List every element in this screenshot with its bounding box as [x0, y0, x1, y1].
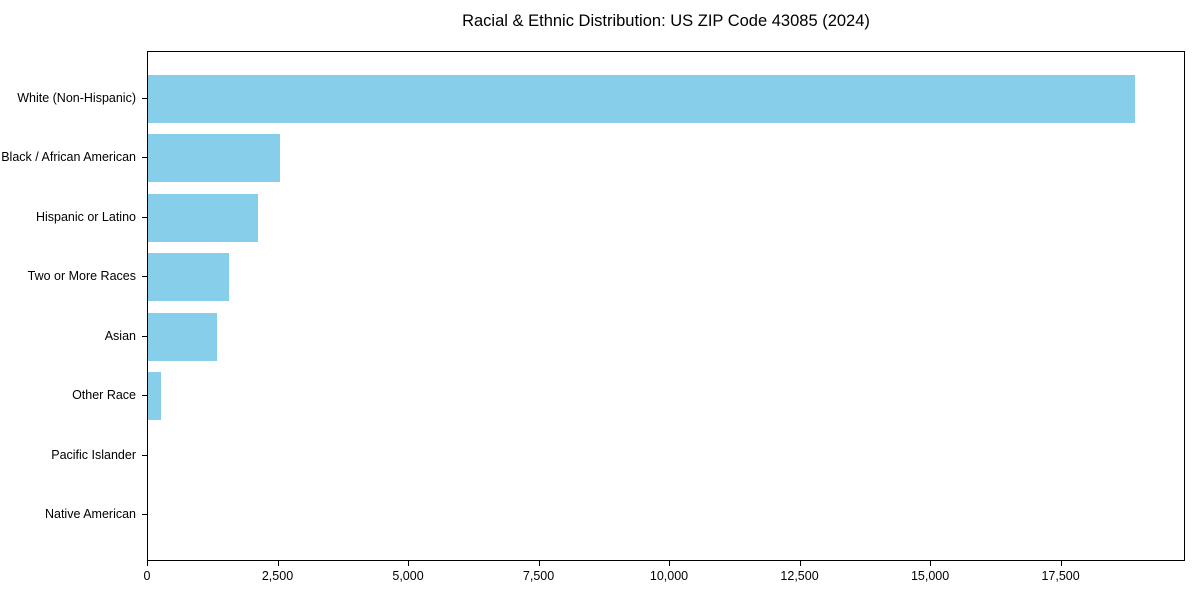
y-tick-label: Hispanic or Latino	[35, 209, 136, 224]
y-tick-label: Native American	[44, 507, 136, 521]
y-tick-mark	[142, 514, 147, 515]
y-tick-label: White (Non-Hispanic)	[17, 91, 136, 105]
y-tick-label: Two or More Races	[27, 269, 136, 284]
x-tick-mark	[930, 561, 932, 566]
x-tick-label: 17,500	[1041, 569, 1080, 583]
x-tick-label: 0	[143, 569, 151, 583]
y-tick-label: Pacific Islander	[51, 447, 136, 462]
x-tick-label: 15,000	[910, 569, 950, 583]
x-tick-label: 5,000	[392, 569, 424, 583]
bar-two-or-more-races	[148, 253, 229, 302]
x-tick-mark	[1060, 561, 1062, 566]
y-tick-label: Asian	[104, 328, 136, 343]
x-tick-mark	[408, 561, 410, 566]
y-tick-label: Other Race	[72, 388, 136, 403]
x-tick-mark	[669, 561, 671, 566]
bar-asian	[148, 312, 218, 361]
x-tick-label: 2,500	[261, 569, 294, 583]
plot-area	[147, 51, 1185, 561]
x-tick-mark	[277, 561, 279, 566]
y-tick-mark	[142, 216, 147, 218]
x-tick-label: 7,500	[522, 569, 555, 583]
x-tick-mark	[538, 561, 540, 566]
bar-white-non-hispanic	[148, 75, 1135, 123]
y-tick-mark	[142, 157, 147, 159]
y-tick-label: Black / African American	[1, 150, 136, 165]
bar-black-african-american	[148, 134, 280, 183]
y-tick-mark	[142, 335, 147, 337]
y-tick-mark	[142, 395, 147, 397]
x-tick-mark	[799, 561, 801, 566]
y-tick-mark	[142, 276, 147, 278]
x-tick-mark	[147, 561, 148, 566]
y-tick-mark	[142, 98, 147, 99]
bar-other-race	[148, 372, 162, 421]
x-tick-label: 10,000	[649, 569, 689, 583]
chart-title: Racial & Ethnic Distribution: US ZIP Cod…	[462, 12, 870, 30]
x-tick-label: 12,500	[780, 569, 819, 583]
y-tick-mark	[142, 454, 147, 456]
bar-hispanic-or-latino	[148, 193, 259, 242]
